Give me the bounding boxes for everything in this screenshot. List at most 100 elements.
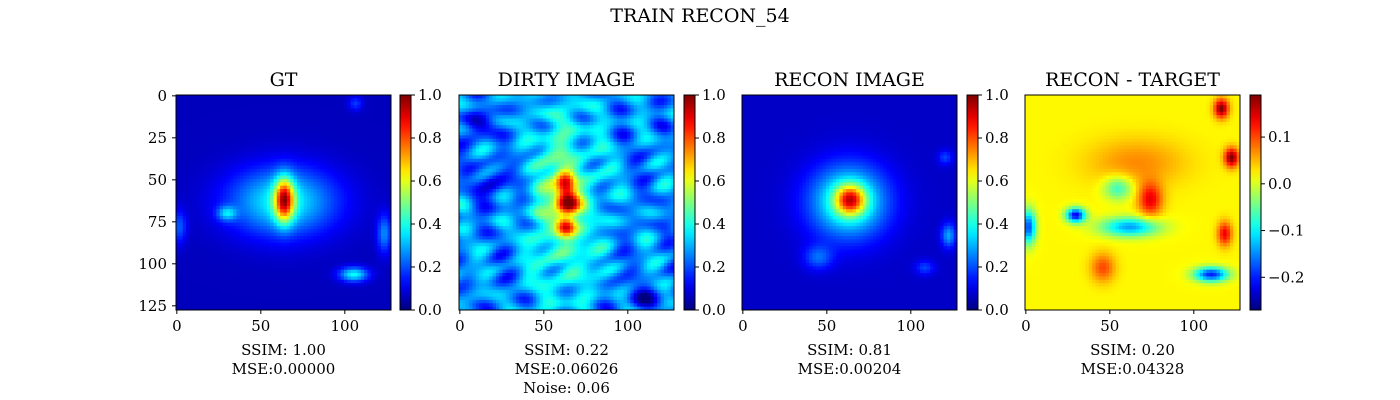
heatmap-cell — [296, 111, 301, 116]
heatmap-cell — [223, 276, 227, 281]
heatmap-cell — [259, 131, 264, 136]
heatmap-cell — [189, 115, 194, 119]
heatmap-cell — [293, 246, 298, 250]
heatmap-cell — [212, 105, 217, 109]
heatmap-cell — [350, 279, 355, 284]
heatmap-cell — [243, 262, 247, 267]
heatmap-cell — [569, 121, 574, 126]
heatmap-cell — [526, 135, 530, 140]
heatmap-cell — [377, 121, 382, 126]
heatmap-cell — [296, 242, 301, 247]
heatmap-cell — [290, 293, 294, 297]
heatmap-cell — [343, 108, 348, 113]
heatmap-cell — [327, 142, 331, 146]
heatmap-cell — [380, 155, 385, 160]
heatmap-cell — [384, 95, 389, 99]
heatmap-cell — [293, 259, 298, 264]
heatmap-cell — [367, 259, 372, 264]
heatmap-cell — [286, 168, 291, 173]
heatmap-cell — [296, 303, 301, 308]
heatmap-cell — [293, 273, 298, 277]
heatmap-cell — [246, 145, 251, 150]
heatmap-cell — [323, 111, 328, 116]
heatmap-cell — [539, 128, 544, 133]
heatmap-cell — [307, 185, 311, 190]
heatmap-cell — [290, 101, 294, 106]
heatmap-cell — [600, 115, 604, 119]
heatmap-cell — [367, 152, 372, 156]
heatmap-cell — [192, 128, 197, 133]
heatmap-cell — [259, 269, 264, 274]
heatmap-cell — [202, 185, 207, 190]
heatmap-cell — [196, 101, 200, 106]
heatmap-cell — [256, 209, 261, 213]
heatmap-cell — [286, 229, 291, 234]
heatmap-cell — [209, 128, 214, 133]
heatmap-cell — [536, 118, 541, 123]
heatmap-cell — [590, 98, 594, 103]
heatmap-cell — [340, 142, 345, 146]
heatmap-cell — [243, 279, 247, 284]
heatmap-cell — [354, 158, 358, 163]
heatmap-cell — [479, 121, 483, 126]
heatmap-cell — [343, 222, 348, 227]
heatmap-cell — [199, 283, 204, 287]
heatmap-cell — [206, 215, 210, 220]
heatmap-cell — [229, 239, 234, 244]
heatmap-cell — [475, 118, 480, 123]
heatmap-cell — [216, 98, 221, 103]
heatmap-cell — [246, 158, 251, 163]
heatmap-cell — [293, 108, 298, 113]
heatmap-cell — [606, 108, 611, 113]
heatmap-cell — [337, 158, 342, 163]
heatmap-cell — [323, 286, 328, 291]
heatmap-cell — [192, 145, 197, 150]
heatmap-cell — [186, 236, 190, 240]
heatmap-cell — [512, 131, 517, 136]
heatmap-cell — [216, 195, 221, 200]
heatmap-cell — [465, 118, 470, 123]
heatmap-cell — [380, 158, 385, 163]
heatmap-cell — [647, 115, 651, 119]
heatmap-cell — [310, 168, 315, 173]
heatmap-cell — [293, 303, 298, 308]
heatmap-cell — [340, 296, 345, 301]
heatmap-cell — [236, 108, 241, 113]
heatmap-cell — [243, 199, 247, 203]
heatmap-cell — [586, 121, 591, 126]
heatmap-cell — [485, 101, 490, 106]
heatmap-cell — [323, 115, 328, 119]
heatmap-cell — [623, 135, 628, 140]
heatmap-cell — [469, 105, 473, 109]
heatmap-cell — [273, 262, 278, 267]
heatmap-cell — [199, 98, 204, 103]
heatmap-cell — [546, 101, 551, 106]
heatmap-cell — [522, 138, 527, 143]
heatmap-cell — [492, 131, 497, 136]
heatmap-cell — [202, 299, 207, 304]
heatmap-cell — [354, 165, 358, 170]
heatmap-cell — [350, 158, 355, 163]
heatmap-cell — [610, 121, 614, 126]
heatmap-cell — [354, 273, 358, 277]
heatmap-cell — [209, 249, 214, 254]
heatmap-cell — [273, 95, 278, 99]
heatmap-cell — [182, 246, 187, 250]
heatmap-cell — [256, 172, 261, 177]
heatmap-cell — [199, 236, 204, 240]
heatmap-cell — [640, 125, 645, 129]
heatmap-cell — [343, 205, 348, 210]
heatmap-cell — [637, 121, 641, 126]
heatmap-cell — [176, 222, 180, 227]
heatmap-cell — [223, 162, 227, 166]
heatmap-cell — [239, 215, 244, 220]
heatmap-cell — [459, 121, 463, 126]
heatmap-cell — [296, 182, 301, 187]
heatmap-cell — [384, 98, 389, 103]
heatmap-cell — [216, 242, 221, 247]
figure-title: TRAIN RECON_54 — [610, 5, 789, 27]
heatmap-cell — [236, 189, 241, 193]
heatmap-cell — [313, 252, 318, 257]
heatmap-cell — [333, 222, 338, 227]
heatmap-cell — [246, 178, 251, 183]
